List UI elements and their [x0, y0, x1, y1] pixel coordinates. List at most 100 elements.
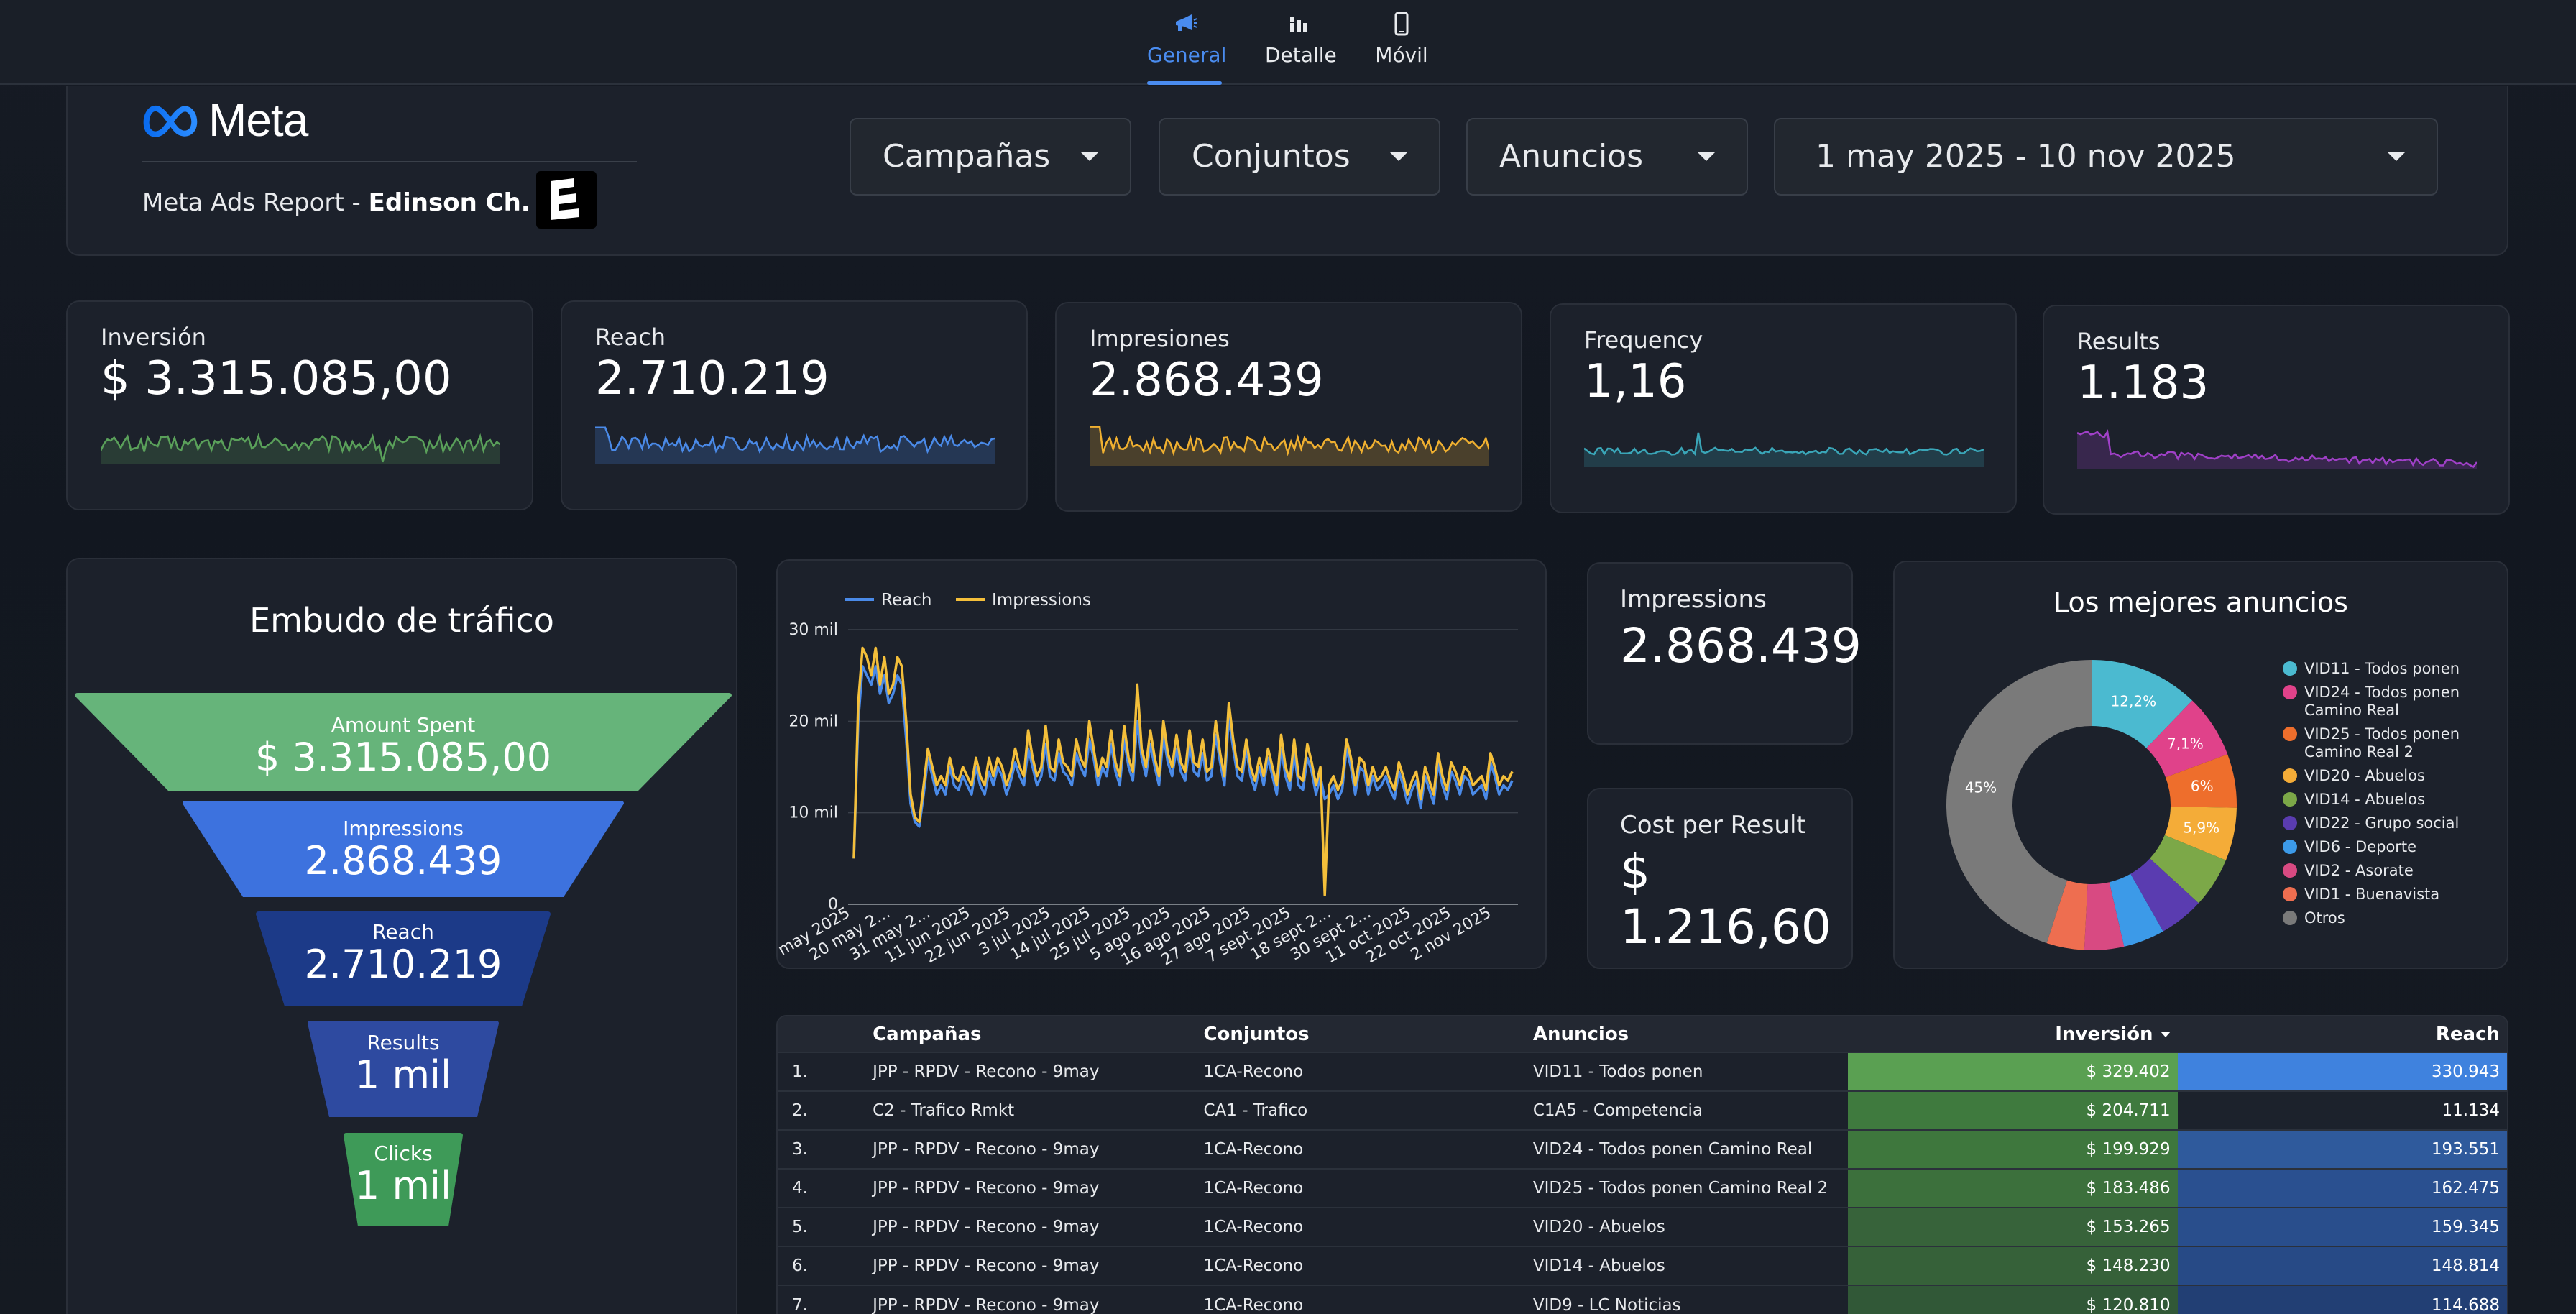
sort-desc-icon	[2160, 1032, 2171, 1037]
kpi-label: Inversión	[101, 323, 206, 351]
funnel-shape-clicks	[344, 1133, 463, 1226]
adsets-filter[interactable]: Conjuntos	[1159, 118, 1440, 196]
cell-adset: 1CA-Recono	[1196, 1129, 1526, 1169]
legend-label: VID22 - Grupo social	[2304, 814, 2460, 832]
tab-detalle[interactable]: Detalle	[1265, 10, 1337, 85]
row-index: 3.	[778, 1129, 866, 1169]
kpi-label: Impressions	[1620, 585, 1767, 614]
legend-dot	[2283, 685, 2297, 699]
donut-slice	[2046, 880, 2088, 950]
cell-adset: 1CA-Recono	[1196, 1207, 1526, 1246]
report-header: Meta Meta Ads Report - Edinson Ch. Campa…	[66, 86, 2508, 256]
funnel-shape-amount-spent	[75, 693, 732, 791]
cell-spend: $ 329.402	[1848, 1052, 2178, 1091]
table-row[interactable]: 5. JPP - RPDV - Recono - 9may 1CA-Recono VI…	[778, 1207, 2507, 1246]
legend-item: Otros	[2283, 909, 2477, 927]
date-range-picker[interactable]: 1 may 2025 - 10 nov 2025	[1774, 118, 2438, 196]
cell-adset: 1CA-Recono	[1196, 1052, 1526, 1091]
sparkline-area	[595, 427, 995, 464]
brand-e-icon	[551, 178, 579, 220]
report-title-prefix: Meta Ads Report -	[142, 188, 369, 217]
table-row[interactable]: 1. JPP - RPDV - Recono - 9may 1CA-Recono VI…	[778, 1052, 2507, 1091]
cell-adset: CA1 - Trafico	[1196, 1090, 1526, 1130]
tab-general[interactable]: General	[1147, 10, 1226, 85]
funnel-stage-results: Results 1 mil	[68, 1031, 739, 1096]
donut-slice	[2150, 835, 2226, 904]
legend-label: VID1 - Buenavista	[2304, 886, 2440, 903]
funnel-shape-results	[308, 1021, 499, 1117]
funnel-title: Embudo de tráfico	[249, 601, 554, 640]
sparkline-line	[595, 426, 995, 454]
cell-reach: 193.551	[2177, 1129, 2507, 1169]
table-row[interactable]: 7. JPP - RPDV - Recono - 9may 1CA-Recono VI…	[778, 1285, 2507, 1314]
sparkline-line	[1090, 426, 1489, 456]
top-ads-donut-chart: Los mejores anuncios 12,2% 7,1% 6% 5,9% 45% …	[1893, 561, 2508, 969]
legend-label: Impressions	[992, 591, 1091, 610]
donut-title: Los mejores anuncios	[2053, 587, 2348, 618]
chevron-down-icon	[1081, 152, 1098, 161]
kpi-card-frequency: Frequency 1,16	[1550, 303, 2017, 513]
funnel-stage-label: Results	[367, 1031, 440, 1055]
kpi-card-cost-per-result: Cost per Result $ 1.216,60	[1587, 788, 1853, 969]
tab-detalle-label: Detalle	[1265, 43, 1337, 67]
y-tick-label: 30 mil	[788, 621, 838, 639]
col-ads[interactable]: Anuncios	[1525, 1016, 1849, 1052]
cell-campaign: JPP - RPDV - Recono - 9may	[865, 1168, 1197, 1208]
legend-dot	[2283, 768, 2297, 783]
header-divider	[142, 161, 637, 162]
cell-campaign: JPP - RPDV - Recono - 9may	[865, 1052, 1197, 1091]
ads-filter[interactable]: Anuncios	[1466, 118, 1748, 196]
legend-label: VID6 - Deporte	[2304, 838, 2417, 855]
legend-item: VID6 - Deporte	[2283, 838, 2477, 856]
brand-logo	[536, 171, 597, 229]
campaigns-filter[interactable]: Campañas	[850, 118, 1131, 196]
table-header-row: Campañas Conjuntos Anuncios Inversión Re…	[778, 1016, 2507, 1052]
campaigns-filter-label: Campañas	[883, 138, 1051, 175]
table-row[interactable]: 3. JPP - RPDV - Recono - 9may 1CA-Recono VI…	[778, 1129, 2507, 1169]
sparkline	[1584, 432, 1984, 467]
legend-dot	[2283, 887, 2297, 901]
funnel-stage-label: Impressions	[343, 817, 464, 840]
cell-campaign: JPP - RPDV - Recono - 9may	[865, 1207, 1197, 1246]
tab-movil[interactable]: Móvil	[1373, 10, 1430, 85]
donut-slice-label: 7,1%	[2167, 735, 2204, 752]
legend-dot	[2283, 727, 2297, 741]
legend-item: VID22 - Grupo social	[2283, 814, 2477, 832]
funnel-stage-reach: Reach 2.710.219	[68, 920, 739, 986]
traffic-funnel: Embudo de tráfico Amount Spent $ 3.315.0…	[66, 558, 737, 1314]
legend-dot	[2283, 792, 2297, 807]
table-row[interactable]: 4. JPP - RPDV - Recono - 9may 1CA-Recono VI…	[778, 1168, 2507, 1208]
row-index: 7.	[778, 1285, 866, 1314]
top-nav: General Detalle Móvil	[0, 0, 2576, 85]
cell-reach: 148.814	[2177, 1246, 2507, 1285]
cell-spend: $ 204.711	[1848, 1090, 2178, 1130]
ads-filter-label: Anuncios	[1499, 138, 1644, 175]
col-campaigns[interactable]: Campañas	[865, 1016, 1197, 1052]
donut-slice	[2146, 700, 2228, 778]
legend-item: VID11 - Todos ponen	[2283, 660, 2477, 678]
funnel-stage-value: 1 mil	[354, 1163, 452, 1208]
legend-dot	[2283, 863, 2297, 878]
col-spend[interactable]: Inversión	[1848, 1016, 2178, 1052]
cell-spend: $ 120.810	[1848, 1285, 2178, 1314]
donut-slice-label: 5,9%	[2183, 819, 2220, 837]
table-row[interactable]: 6. JPP - RPDV - Recono - 9may 1CA-Recono VI…	[778, 1246, 2507, 1285]
table-row[interactable]: 2. C2 - Trafico Rmkt CA1 - Trafico C1A5 - C…	[778, 1090, 2507, 1130]
sparkline-line	[1584, 432, 1984, 456]
chevron-down-icon	[1698, 152, 1715, 161]
legend-label: VID20 - Abuelos	[2304, 767, 2425, 784]
funnel-stage-value: 1 mil	[354, 1052, 452, 1098]
legend-dot	[2283, 661, 2297, 676]
cell-spend: $ 148.230	[1848, 1246, 2178, 1285]
cell-ad: VID25 - Todos ponen Camino Real 2	[1525, 1168, 1849, 1208]
sparkline-area	[1584, 433, 1984, 467]
cell-reach: 159.345	[2177, 1207, 2507, 1246]
donut-slice-label: 45%	[1965, 779, 1997, 796]
sparkline-area	[1090, 426, 1489, 466]
col-adsets[interactable]: Conjuntos	[1196, 1016, 1526, 1052]
cell-ad: C1A5 - Competencia	[1525, 1090, 1849, 1130]
kpi-card-impresiones: Impresiones 2.868.439	[1055, 302, 1522, 512]
col-reach[interactable]: Reach	[2177, 1016, 2507, 1052]
legend-label: VID24 - Todos ponen Camino Real	[2304, 684, 2460, 719]
